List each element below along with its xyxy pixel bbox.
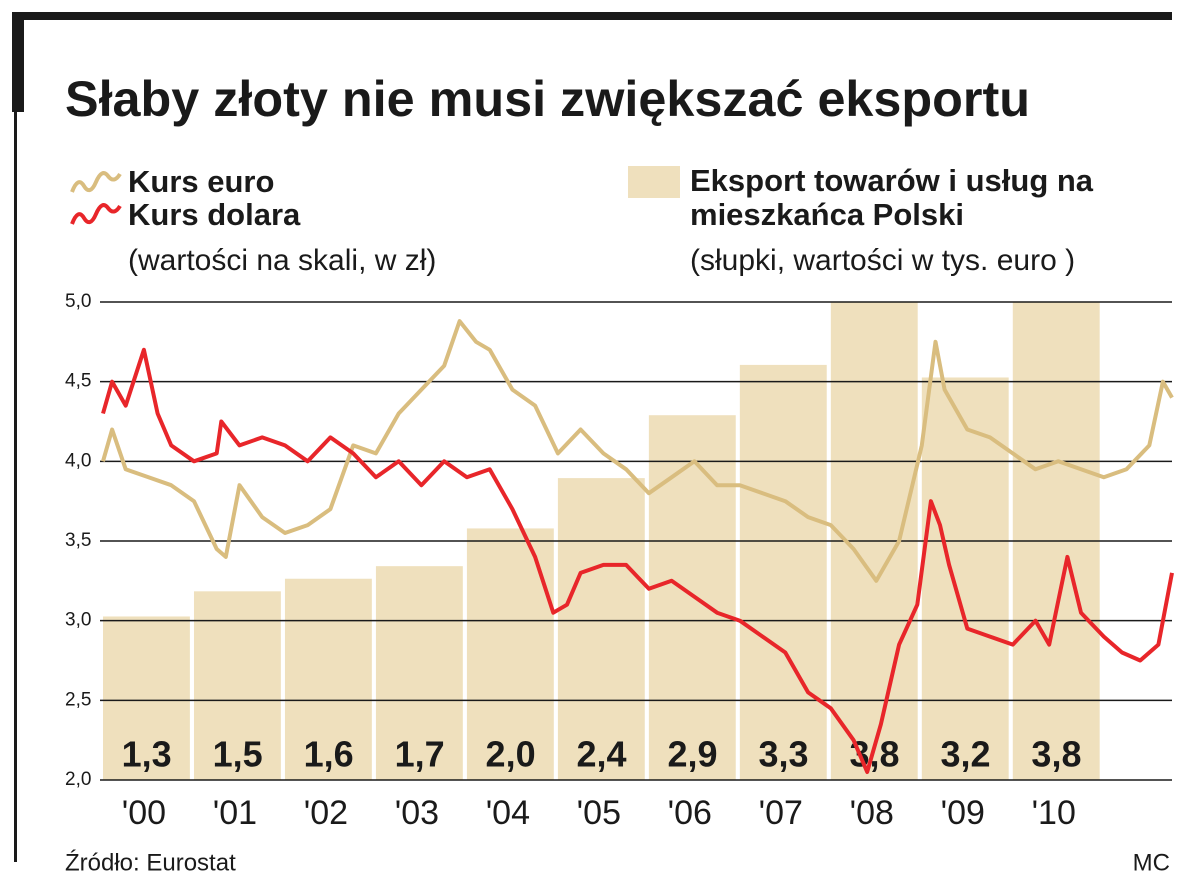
bar: [193, 591, 281, 780]
credit: MC: [1133, 849, 1170, 876]
bar-value-label: 1,6: [304, 734, 354, 775]
y-tick-label: 3,0: [65, 610, 91, 631]
x-tick-label: '04: [486, 794, 530, 832]
x-tick-label: '05: [577, 794, 621, 832]
legend-swatch-dollar: [70, 203, 122, 225]
y-tick-label: 4,0: [65, 450, 91, 471]
source: Źródło: Eurostat: [65, 849, 236, 876]
bar: [284, 578, 372, 780]
frame-left: [14, 12, 17, 862]
y-tick-label: 5,0: [65, 291, 91, 312]
y-tick-label: 2,0: [65, 769, 91, 790]
bar-value-label: 2,9: [668, 734, 718, 775]
bar-value-label: 3,8: [1031, 734, 1081, 775]
bar-value-label: 1,5: [213, 734, 263, 775]
bar: [375, 566, 463, 780]
bar-value-label: 1,3: [122, 734, 172, 775]
y-tick-label: 2,5: [65, 689, 91, 710]
bar: [103, 616, 190, 780]
bar-value-label: 1,7: [395, 734, 445, 775]
legend-label: Kurs euro: [128, 164, 274, 199]
frame-corner: [12, 12, 24, 112]
bar-value-label: 3,3: [758, 734, 808, 775]
bar-value-label: 2,4: [577, 734, 627, 775]
line: [101, 319, 1174, 583]
x-tick-label: '03: [395, 794, 439, 832]
y-tick-label: 3,5: [65, 530, 91, 551]
frame-top: [14, 12, 1172, 20]
legend-label: Kurs dolara: [128, 197, 301, 232]
line: [101, 347, 1174, 774]
x-tick-label: '08: [850, 794, 894, 832]
bar: [739, 364, 827, 780]
bar: [921, 377, 1009, 780]
bar-value-label: 3,2: [940, 734, 990, 775]
x-tick-label: '02: [304, 794, 348, 832]
bar-value-label: 2,0: [486, 734, 536, 775]
x-tick-label: '09: [941, 794, 985, 832]
y-tick-label: 4,5: [65, 371, 91, 392]
x-tick-label: '07: [759, 794, 803, 832]
chart-title: Słaby złoty nie musi zwiększać eksportu: [65, 71, 1030, 127]
x-tick-label: '10: [1032, 794, 1076, 832]
legend-swatch-euro: [70, 171, 122, 193]
x-tick-label: '01: [213, 794, 257, 832]
annotation: (wartości na skali, w zł): [128, 244, 436, 277]
annotation: (słupki, wartości w tys. euro ): [690, 244, 1075, 277]
bar: [557, 478, 645, 780]
legend-swatch-bars: [628, 166, 680, 198]
x-tick-label: '06: [668, 794, 712, 832]
x-tick-label: '00: [122, 794, 166, 832]
legend-label: Eksport towarów i usług na mieszkańca Po…: [690, 163, 1094, 232]
